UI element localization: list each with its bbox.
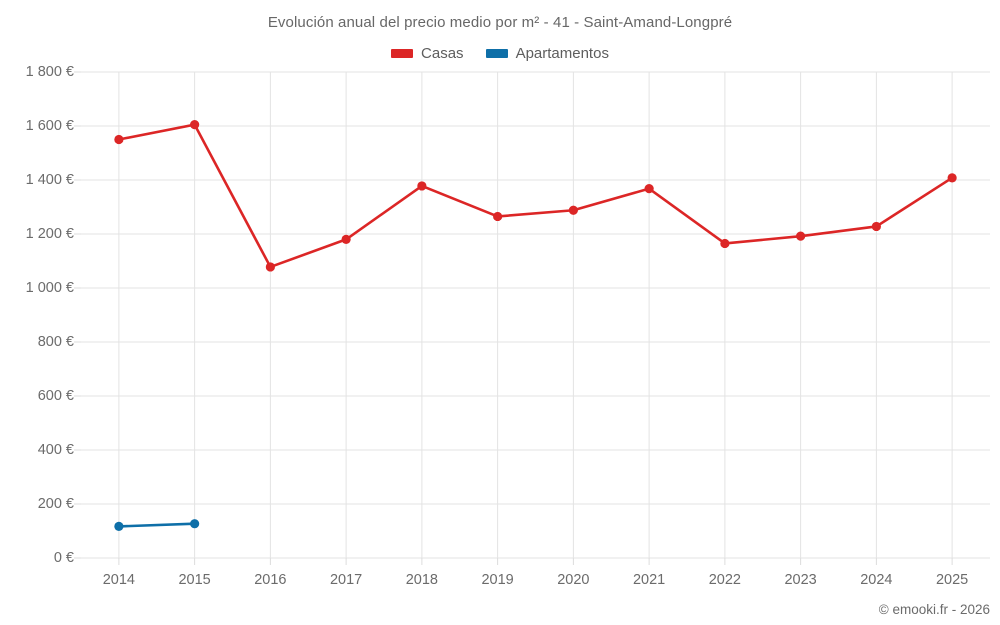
- y-tick-label: 0 €: [53, 550, 74, 566]
- y-tick-label: 400 €: [37, 442, 74, 458]
- data-point-casas[interactable]: [947, 173, 957, 183]
- data-point-apartamentos[interactable]: [190, 519, 200, 529]
- x-tick-label: 2023: [784, 572, 817, 588]
- x-tick-label: 2018: [405, 572, 439, 588]
- y-tick-label: 800 €: [37, 334, 74, 350]
- chart-title: Evolución anual del precio medio por m² …: [267, 14, 733, 31]
- series-line-casas: [117, 123, 954, 269]
- y-tick-label: 600 €: [37, 388, 74, 404]
- data-point-apartamentos[interactable]: [114, 521, 124, 532]
- x-tick-label: 2024: [860, 572, 893, 588]
- y-tick-label: 1 000 €: [25, 280, 74, 296]
- legend-label-apartamentos: Apartamentos: [515, 45, 609, 62]
- chart-legend: Casas Apartamentos: [0, 45, 1000, 62]
- data-point-casas[interactable]: [417, 181, 427, 191]
- legend-label-casas: Casas: [421, 45, 464, 62]
- legend-swatch-casas: [391, 49, 414, 58]
- x-tick-label: 2016: [254, 572, 287, 588]
- y-tick-label: 1 800 €: [25, 64, 74, 80]
- x-tick-label: 2014: [102, 572, 136, 588]
- data-point-casas[interactable]: [265, 262, 275, 272]
- data-point-casas[interactable]: [644, 184, 654, 194]
- data-point-casas[interactable]: [493, 211, 503, 222]
- data-point-casas[interactable]: [190, 120, 200, 130]
- x-tick-label: 2020: [557, 572, 590, 588]
- x-tick-label: 2022: [708, 572, 742, 588]
- data-point-casas[interactable]: [720, 238, 730, 249]
- y-tick-label: 200 €: [37, 496, 74, 512]
- x-tick-label: 2015: [178, 572, 211, 588]
- y-axis: 0 € 200 € 400 € 600 € 800 € 1 000 € 1 200 € 1 4…: [0, 0, 74, 625]
- series-line-apartamentos: [117, 522, 196, 528]
- data-point-casas[interactable]: [871, 221, 881, 232]
- y-tick-label: 1 200 €: [25, 226, 74, 242]
- legend-swatch-apartamentos: [485, 49, 508, 58]
- data-point-casas[interactable]: [341, 234, 351, 244]
- chart-credit: © emooki.fr - 2026: [878, 602, 990, 617]
- legend-item-casas[interactable]: Casas: [391, 45, 464, 62]
- data-point-casas[interactable]: [796, 231, 806, 241]
- data-point-casas[interactable]: [114, 134, 124, 145]
- data-point-casas[interactable]: [568, 205, 578, 215]
- x-tick-label: 2017: [329, 572, 363, 588]
- y-tick-label: 1 400 €: [25, 172, 74, 188]
- legend-item-apartamentos[interactable]: Apartamentos: [485, 45, 609, 62]
- x-tick-label: 2025: [935, 572, 969, 588]
- x-tick-label: 2021: [632, 572, 666, 588]
- x-tick-label: 2019: [481, 572, 514, 588]
- y-tick-label: 1 600 €: [25, 118, 74, 134]
